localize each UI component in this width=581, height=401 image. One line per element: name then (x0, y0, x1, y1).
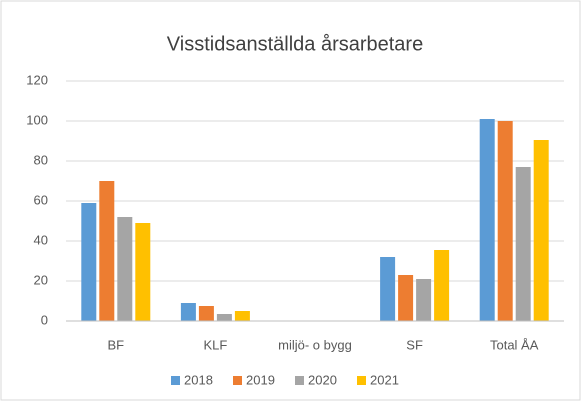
bar (99, 181, 115, 321)
y-tick-label: 60 (34, 192, 48, 207)
legend-swatch (295, 376, 304, 385)
legend-swatch (233, 376, 242, 385)
bar (198, 306, 214, 321)
bar (515, 167, 531, 321)
legend-label: 2021 (370, 372, 399, 387)
x-tick-label: SF (406, 337, 423, 352)
bar (81, 203, 97, 321)
bar (533, 140, 549, 321)
bar (380, 257, 396, 321)
x-tick-label: BF (107, 337, 124, 352)
y-tick-label: 80 (34, 152, 48, 167)
bar (180, 303, 196, 321)
legend-swatch (357, 376, 366, 385)
legend-label: 2019 (246, 372, 275, 387)
y-tick-label: 100 (26, 112, 48, 127)
bar (234, 311, 250, 321)
bar (479, 119, 495, 321)
bar (497, 121, 513, 321)
x-tick-label: Total ÅA (490, 337, 539, 352)
legend-swatch (171, 376, 180, 385)
legend-label: 2020 (308, 372, 337, 387)
bar (117, 217, 133, 321)
bar (434, 250, 450, 321)
bar (416, 279, 432, 321)
bar (216, 314, 232, 321)
bar (135, 223, 151, 321)
y-tick-label: 120 (26, 72, 48, 87)
y-tick-label: 0 (41, 312, 48, 327)
x-tick-label: KLF (203, 337, 227, 352)
y-tick-label: 20 (34, 272, 48, 287)
bar (398, 275, 414, 321)
legend-label: 2018 (184, 372, 213, 387)
x-tick-label: miljö- o bygg (278, 337, 352, 352)
y-tick-label: 40 (34, 232, 48, 247)
chart-title: Visstidsanställda årsarbetare (167, 33, 423, 55)
